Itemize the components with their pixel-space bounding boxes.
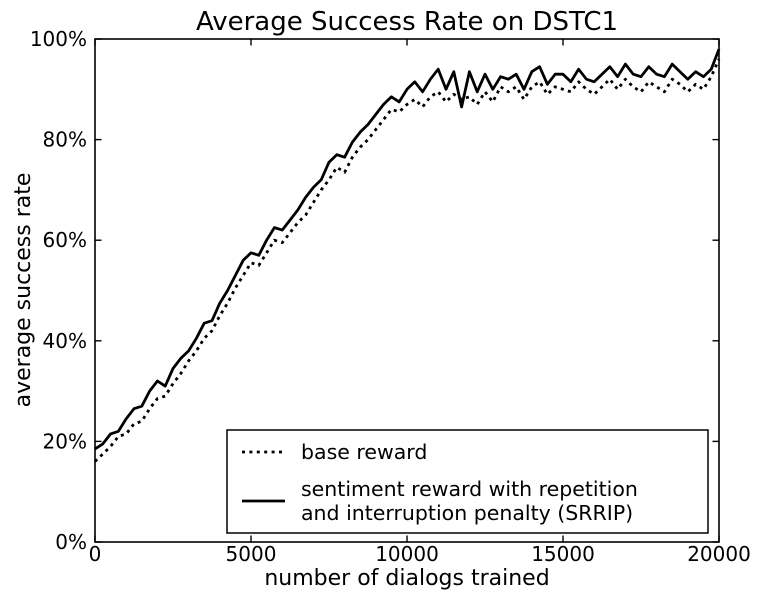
legend: base reward sentiment reward with repeti… [226, 429, 709, 534]
legend-label-srrip-line2: and interruption penalty (SRRIP) [301, 501, 633, 525]
y-tick-label: 80% [43, 128, 87, 152]
x-tick-label: 20000 [687, 542, 751, 566]
legend-label-srrip-line1: sentiment reward with repetition [301, 477, 638, 501]
y-tick-label: 40% [43, 329, 87, 353]
x-axis-label: number of dialogs trained [264, 566, 549, 591]
series-dotted-line [94, 58, 721, 463]
plot-series [94, 48, 721, 463]
legend-box [226, 429, 709, 534]
x-tick-label: 0 [89, 542, 102, 566]
axis-ticks: 0 5000 10000 15000 20000 0% 20% 40% 60% 80% 100% [30, 27, 751, 566]
chart-title: Average Success Rate on DSTC1 [196, 7, 618, 37]
x-tick-label: 5000 [226, 542, 277, 566]
y-tick-label: 0% [55, 530, 87, 554]
y-tick-label: 100% [30, 27, 87, 51]
x-tick-label: 15000 [531, 542, 595, 566]
y-axis-label: average success rate [11, 173, 36, 408]
y-tick-label: 20% [43, 429, 87, 453]
series-solid-line [94, 48, 721, 451]
legend-label-base-reward: base reward [301, 440, 427, 464]
x-tick-label: 10000 [375, 542, 439, 566]
y-tick-label: 60% [43, 228, 87, 252]
